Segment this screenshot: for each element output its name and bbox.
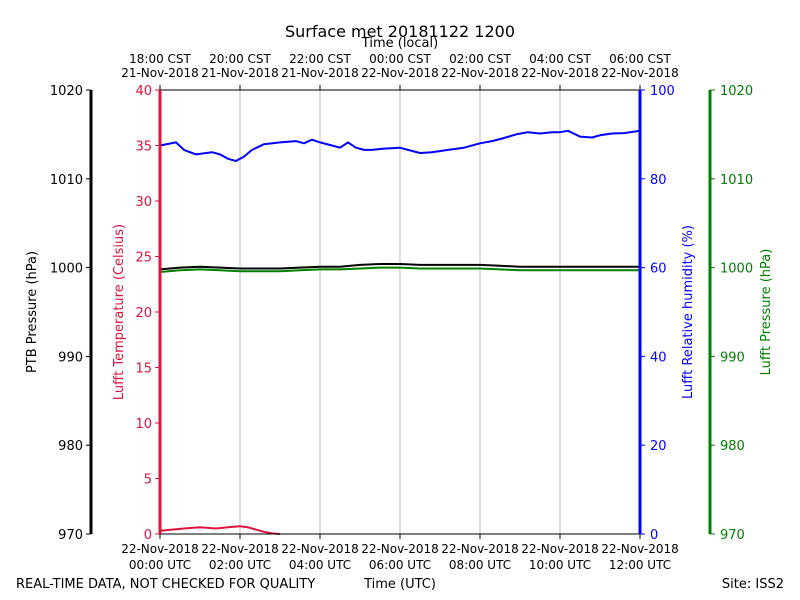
x-tick-utc-time: 02:00 UTC <box>209 558 271 572</box>
x-tick-utc-time: 10:00 UTC <box>529 558 591 572</box>
x-tick-local-time: 22:00 CST <box>289 52 351 66</box>
lufft-pressure-axis-tick-label: 970 <box>720 528 745 543</box>
x-tick-utc-time: 08:00 UTC <box>449 558 511 572</box>
humidity-axis-tick-label: 40 <box>650 350 667 365</box>
lufft-pressure-axis-tick-label: 990 <box>720 350 745 365</box>
series-line-humidity <box>159 129 641 162</box>
x-tick-local-time: 20:00 CST <box>209 52 271 66</box>
lufft-pressure-axis-tick-label: 1000 <box>720 262 753 277</box>
x-tick-local-date: 22-Nov-2018 <box>521 66 599 80</box>
ptb-pressure-axis-tick-label: 1010 <box>50 173 83 188</box>
humidity-axis-tick-label: 60 <box>650 262 667 277</box>
humidity-axis-tick-label: 80 <box>650 173 667 188</box>
x-tick-utc-date: 22-Nov-2018 <box>201 542 279 556</box>
bottom-axis-label: Time (UTC) <box>363 577 436 592</box>
temperature-axis-tick-label: 0 <box>144 528 152 543</box>
temperature-axis-tick-label: 5 <box>144 473 152 488</box>
x-tick-utc-time: 04:00 UTC <box>289 558 351 572</box>
x-tick-local-time: 18:00 CST <box>129 52 191 66</box>
x-tick-utc-time: 12:00 UTC <box>609 558 671 572</box>
x-tick-local-date: 21-Nov-2018 <box>121 66 199 80</box>
top-axis-label: Time (local) <box>361 36 438 51</box>
temperature-axis-tick-label: 10 <box>135 417 152 432</box>
x-tick-local-time: 00:00 CST <box>369 52 431 66</box>
x-tick-local-time: 02:00 CST <box>449 52 511 66</box>
temperature-axis-tick-label: 20 <box>135 306 152 321</box>
x-tick-utc-date: 22-Nov-2018 <box>521 542 599 556</box>
ptb-pressure-axis-tick-label: 1020 <box>50 84 83 99</box>
temperature-axis-label: Lufft Temperature (Celsius) <box>112 224 127 400</box>
x-tick-utc-time: 06:00 UTC <box>369 558 431 572</box>
x-tick-local-date: 22-Nov-2018 <box>601 66 679 80</box>
x-tick-utc-time: 00:00 UTC <box>129 558 191 572</box>
lufft-pressure-axis-tick-label: 980 <box>720 439 745 454</box>
temperature-axis-tick-label: 40 <box>135 84 152 99</box>
x-tick-local-date: 21-Nov-2018 <box>281 66 359 80</box>
ptb-pressure-axis-tick-label: 1000 <box>50 262 83 277</box>
x-gridlines <box>239 90 561 534</box>
site-label: Site: ISS2 <box>722 577 784 592</box>
series-line-lufft_pressure <box>159 266 640 273</box>
x-tick-local-time: 04:00 CST <box>529 52 591 66</box>
humidity-axis-tick-label: 20 <box>650 439 667 454</box>
x-tick-utc-date: 22-Nov-2018 <box>361 542 439 556</box>
series-line-temperature <box>159 525 281 535</box>
lufft-pressure-axis-label: Lufft Pressure (hPa) <box>759 249 774 376</box>
temperature-axis-tick-label: 15 <box>135 362 152 377</box>
ptb-pressure-axis-label: PTB Pressure (hPa) <box>25 251 40 373</box>
x-tick-local-date: 22-Nov-2018 <box>361 66 439 80</box>
temperature-axis-tick-label: 25 <box>135 251 152 266</box>
x-tick-labels: 22-Nov-2018 00:00 UTC 22-Nov-2018 02:00 UTC… <box>121 52 679 572</box>
temperature-axis-tick-label: 30 <box>135 195 152 210</box>
x-tick-utc-date: 22-Nov-2018 <box>601 542 679 556</box>
lufft-pressure-axis-tick-label: 1020 <box>720 84 753 99</box>
x-tick-utc-date: 22-Nov-2018 <box>281 542 359 556</box>
ptb-pressure-axis-tick-label: 980 <box>58 439 83 454</box>
x-tick-utc-date: 22-Nov-2018 <box>121 542 199 556</box>
ptb-pressure-axis-tick-label: 970 <box>58 528 83 543</box>
x-tick-local-date: 21-Nov-2018 <box>201 66 279 80</box>
series-line-ptb_pressure <box>159 263 640 271</box>
humidity-axis-tick-label: 0 <box>650 528 658 543</box>
humidity-axis-label: Lufft Relative humidity (%) <box>681 225 696 399</box>
temperature-axis-tick-label: 35 <box>135 140 152 155</box>
x-tick-local-date: 22-Nov-2018 <box>441 66 519 80</box>
chart-title: Surface met 20181122 1200 <box>285 22 515 41</box>
series-layer <box>159 129 641 535</box>
quality-disclaimer: REAL-TIME DATA, NOT CHECKED FOR QUALITY <box>16 577 315 592</box>
lufft-pressure-axis-tick-label: 1010 <box>720 173 753 188</box>
humidity-axis-tick-label: 100 <box>650 84 675 99</box>
x-tick-utc-date: 22-Nov-2018 <box>441 542 519 556</box>
x-tick-local-time: 06:00 CST <box>609 52 671 66</box>
ptb-pressure-axis-tick-label: 990 <box>58 350 83 365</box>
